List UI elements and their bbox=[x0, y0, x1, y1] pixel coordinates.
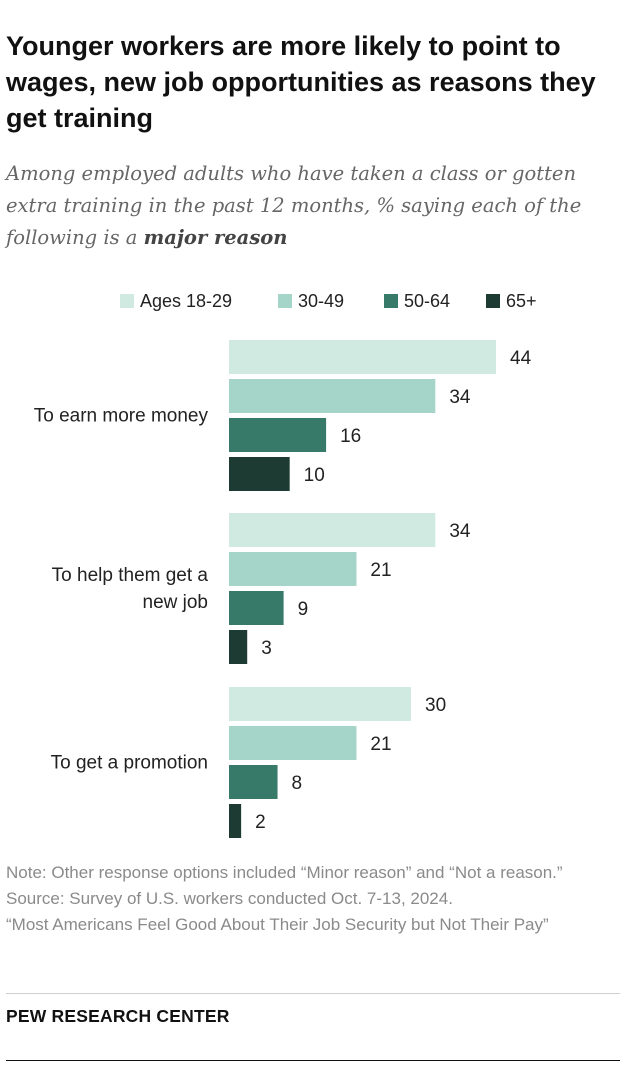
footer-divider bbox=[6, 993, 620, 994]
bar bbox=[229, 804, 242, 838]
data-label: 34 bbox=[449, 387, 471, 408]
chart-subtitle: Among employed adults who have taken a c… bbox=[6, 158, 606, 254]
category-label: To get a promotion bbox=[51, 753, 208, 774]
legend-label: Ages 18-29 bbox=[140, 291, 232, 311]
data-label: 44 bbox=[510, 348, 532, 369]
data-label: 3 bbox=[261, 638, 272, 659]
bar bbox=[229, 418, 327, 452]
legend-swatch bbox=[486, 294, 500, 308]
bar bbox=[229, 765, 278, 799]
subtitle-emphasis: major reason bbox=[143, 226, 288, 249]
bar bbox=[229, 630, 248, 664]
legend-swatch bbox=[384, 294, 398, 308]
category-label: To earn more money bbox=[34, 406, 209, 427]
data-label: 8 bbox=[292, 773, 303, 794]
brand-logo-text: PEW RESEARCH CENTER bbox=[6, 1006, 230, 1026]
bar bbox=[229, 726, 357, 760]
legend-swatch bbox=[278, 294, 292, 308]
bar-chart: Ages 18-29 30-49 50-64 65+ 44 34 16 10 To earn m… bbox=[34, 291, 537, 838]
source-text: Source: Survey of U.S. workers conducted… bbox=[6, 889, 453, 908]
bar bbox=[229, 340, 496, 374]
note-text: Note: Other response options included “M… bbox=[6, 863, 563, 882]
chart-title: Younger workers are more likely to point… bbox=[6, 31, 596, 133]
legend-label: 65+ bbox=[506, 291, 537, 311]
data-label: 34 bbox=[449, 521, 471, 542]
category-label: new job bbox=[143, 592, 209, 613]
bar bbox=[229, 552, 357, 586]
chart-notes: Note: Other response options included “M… bbox=[6, 860, 606, 938]
bar bbox=[229, 513, 436, 547]
data-label: 9 bbox=[298, 599, 309, 620]
category-label: To help them get a bbox=[52, 565, 209, 586]
data-label: 21 bbox=[370, 734, 391, 755]
data-label: 16 bbox=[340, 426, 361, 447]
subtitle-text: Among employed adults who have taken a c… bbox=[6, 162, 582, 249]
bar bbox=[229, 687, 412, 721]
legend-label: 30-49 bbox=[298, 291, 344, 311]
data-label: 30 bbox=[425, 695, 446, 716]
bottom-divider bbox=[6, 1060, 620, 1061]
data-label: 10 bbox=[304, 465, 325, 486]
data-label: 2 bbox=[255, 812, 266, 833]
bar bbox=[229, 379, 436, 413]
bar bbox=[229, 457, 290, 491]
bar bbox=[229, 591, 284, 625]
report-title: “Most Americans Feel Good About Their Jo… bbox=[6, 915, 549, 934]
legend-swatch bbox=[120, 294, 134, 308]
legend-label: 50-64 bbox=[404, 291, 450, 311]
data-label: 21 bbox=[370, 560, 391, 581]
